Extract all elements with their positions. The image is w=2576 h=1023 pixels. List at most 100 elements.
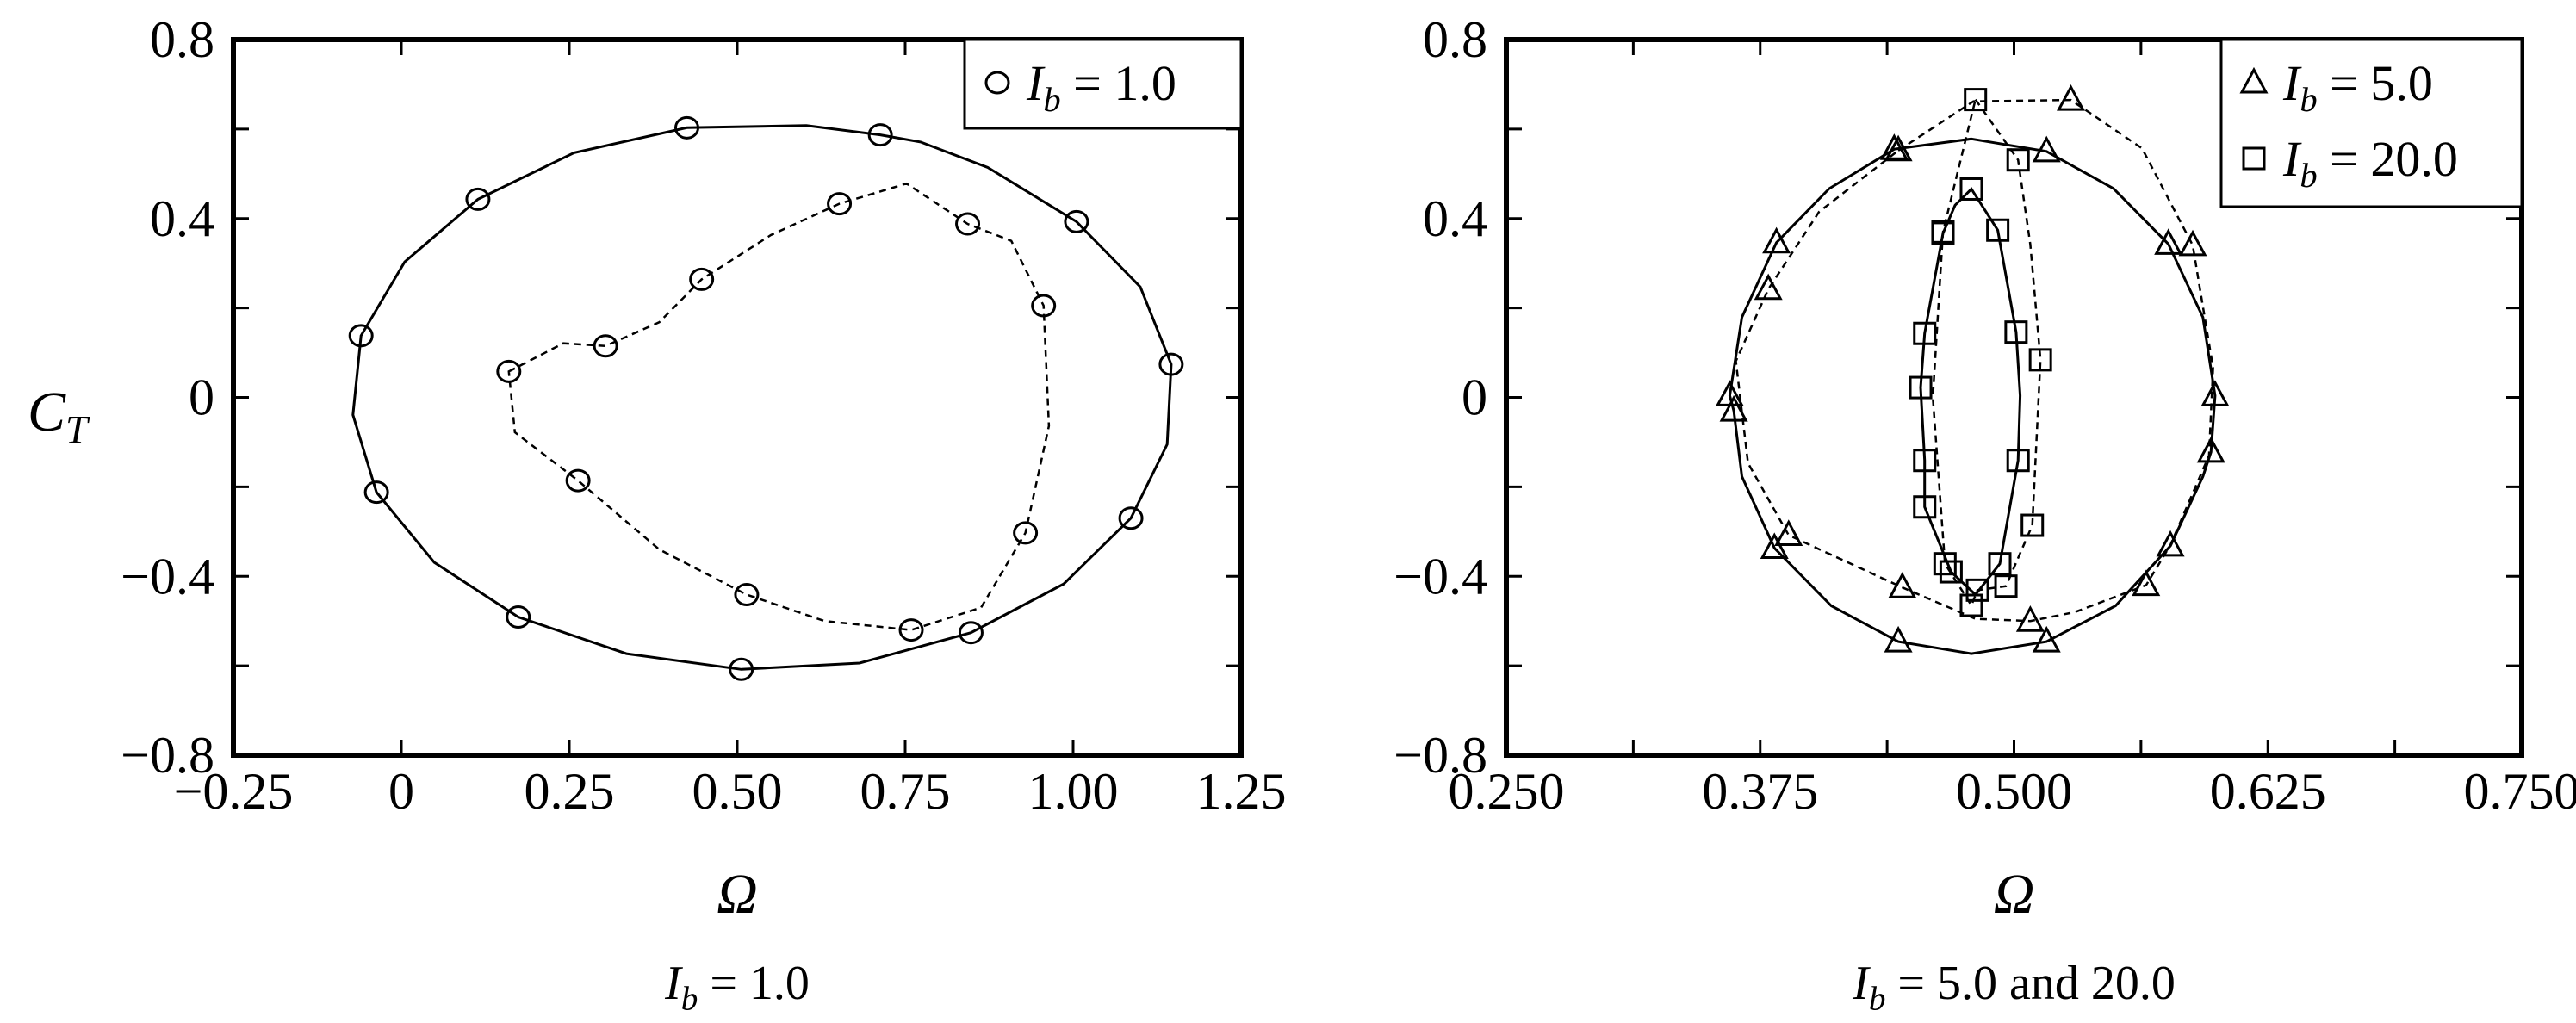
x-tick-label: 0.375: [1702, 763, 1818, 820]
data-point: [674, 115, 699, 140]
data-point: [1959, 177, 1983, 201]
data-point: [2006, 148, 2030, 172]
data-point: [2020, 513, 2045, 537]
plot-frame: [1504, 37, 2524, 758]
legend: Ib = 5.0Ib = 20.0: [2219, 38, 2523, 208]
data-point: [1959, 593, 1983, 617]
data-point: [2196, 436, 2225, 463]
math-subscript: b: [1869, 980, 1886, 1017]
data-point: [958, 621, 984, 645]
data-point: [1884, 625, 1913, 653]
series-ib-20-0-dashed: [1931, 88, 2052, 617]
data-point: [1931, 220, 1955, 244]
data-point: [363, 480, 389, 505]
data-point: [1884, 134, 1913, 162]
y-tick-label: 0.4: [150, 190, 214, 247]
square-legend-icon: [2242, 146, 2266, 170]
series-ib-1-0-solid: [348, 115, 1184, 681]
circle-legend-icon: [984, 71, 1010, 95]
data-point: [1013, 521, 1039, 545]
data-point: [2032, 135, 2061, 163]
series-line: [1735, 98, 2214, 623]
data-point: [1909, 375, 1933, 400]
y-tick-label: 0: [1462, 369, 1487, 426]
data-point: [2004, 320, 2028, 344]
plot-frame: [231, 37, 1244, 758]
chart-caption: Ib = 1.0: [664, 957, 810, 1017]
data-point: [2057, 84, 2086, 111]
data-point: [1774, 519, 1803, 546]
x-tick-label: 0.75: [860, 763, 951, 820]
series-ib-5-0-dashed: [1735, 84, 2214, 632]
data-point: [734, 583, 760, 607]
x-tick-label: 1.25: [1196, 763, 1287, 820]
data-point: [1888, 572, 1917, 598]
x-tick-label: 0.500: [1956, 763, 2072, 820]
data-point: [867, 123, 893, 147]
data-point: [1986, 218, 2010, 242]
data-point: [1762, 226, 1791, 254]
data-point: [593, 334, 618, 358]
math-variable: I: [1852, 957, 1871, 1010]
legend-label: Ib = 5.0: [2282, 55, 2433, 119]
data-point: [1064, 209, 1089, 233]
y-tick-label: 0: [189, 369, 214, 426]
data-point: [1715, 380, 1744, 406]
data-point: [827, 192, 853, 216]
math-variable: I: [664, 957, 683, 1010]
y-tick-label: 0.8: [150, 11, 214, 68]
data-point: [1933, 552, 1957, 576]
series-ib-5-0-solid: [1715, 133, 2230, 655]
x-tick-label: 0.25: [525, 763, 615, 820]
chart-ib-5-20: 0.250 0.375 0.500 0.625 0.750 −0.8 −0.4 0 0.4 0.8…: [1394, 11, 2576, 1017]
y-tick-label: −0.8: [121, 727, 214, 784]
data-point: [465, 187, 491, 211]
math-subscript: b: [2300, 156, 2317, 195]
data-point: [729, 657, 754, 681]
data-point: [2006, 449, 2030, 473]
x-tick-label: 1.00: [1028, 763, 1119, 820]
x-tick-label: 0.250: [1449, 763, 1565, 820]
x-tick-label: 0: [388, 763, 414, 820]
math-subscript: b: [681, 980, 698, 1017]
data-point: [2178, 229, 2207, 257]
legend-box: [963, 38, 1243, 130]
series-line: [1919, 187, 2022, 597]
math-subscript: b: [1043, 80, 1060, 119]
data-point: [689, 267, 715, 291]
data-point: [955, 212, 981, 236]
math-variable: I: [2282, 131, 2302, 187]
data-point: [2032, 625, 2061, 653]
data-point: [506, 605, 531, 629]
chart-caption: Ib = 5.0 and 20.0: [1852, 957, 2176, 1017]
x-tick-label: −0.25: [174, 763, 294, 820]
chart-ib-1: −0.25 0 0.25 0.50 0.75 1.00 1.25 −0.8 −0.4 0 0.4 0.…: [28, 11, 1287, 1017]
data-point: [2200, 380, 2230, 406]
y-tick-label: 0.4: [1423, 190, 1487, 247]
data-point: [2132, 569, 2161, 597]
x-tick-label: 0.625: [2210, 763, 2326, 820]
series-line: [507, 182, 1051, 631]
data-point: [1939, 560, 1963, 584]
data-point: [565, 468, 591, 493]
x-axis-label: Ω: [717, 863, 758, 926]
math-rest: = 1.0: [1061, 55, 1176, 111]
math-rest: = 5.0: [2318, 55, 2433, 111]
math-variable: I: [2282, 55, 2302, 111]
legend-label: Ib = 20.0: [2282, 131, 2458, 195]
data-point: [1913, 449, 1937, 473]
math-rest: = 20.0: [2318, 131, 2458, 187]
data-point: [1965, 578, 1989, 602]
triangle-legend-icon: [2239, 66, 2269, 94]
data-point: [1158, 352, 1184, 376]
y-tick-label: −0.8: [1394, 727, 1487, 784]
data-point: [1031, 294, 1057, 318]
legend-label: Ib = 1.0: [1026, 55, 1176, 119]
data-point: [348, 324, 374, 348]
data-point: [2015, 605, 2045, 632]
legend: Ib = 1.0: [963, 38, 1243, 130]
math-rest: = 1.0: [698, 957, 810, 1010]
y-tick-label: −0.4: [121, 548, 214, 604]
data-point: [1964, 88, 1988, 112]
